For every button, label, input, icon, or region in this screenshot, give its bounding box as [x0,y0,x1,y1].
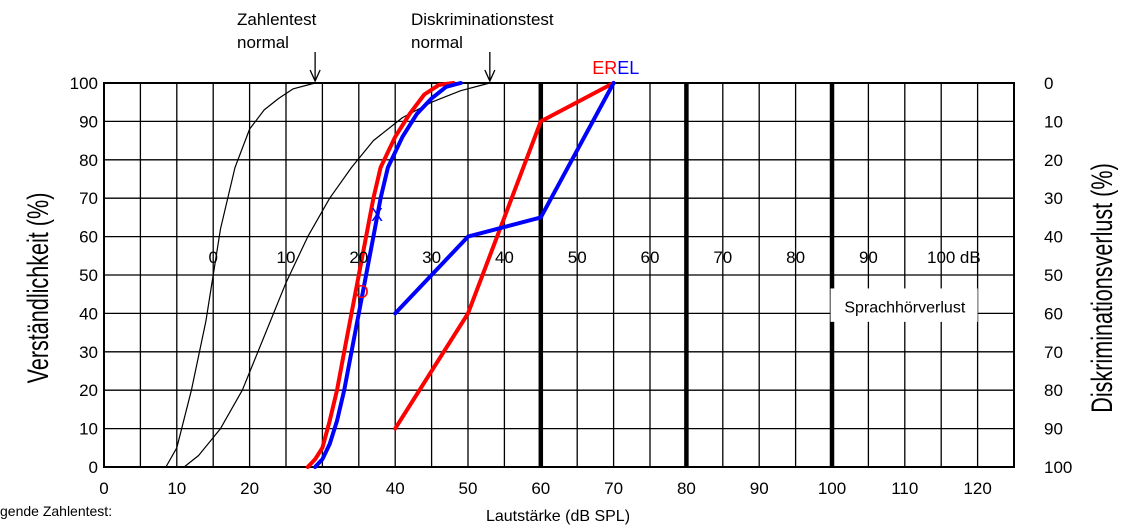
y-tick-label-left: 70 [79,189,98,208]
y-tick-label-right: 30 [1044,189,1063,208]
legend-caption: gende Zahlentest: [0,503,112,519]
hearing-loss-unit: dB [960,248,981,267]
series-line-left_words [313,81,463,469]
y-tick-label-left: 0 [89,458,98,477]
y-tick-label-right: 60 [1044,304,1063,323]
chart-series-group [165,81,616,469]
x-tick-label: 110 [891,479,918,498]
y-tick-label-left: 50 [79,266,98,285]
x-tick-label: 30 [313,479,332,498]
y-tick-label-right: 10 [1044,112,1063,131]
chart-annotations: Zahlentest normal Diskriminationstest norma… [237,10,639,302]
y-tick-label-right: 20 [1044,151,1063,170]
hearing-loss-tick-label: 100 [927,248,955,267]
y-tick-label-left: 60 [79,228,98,247]
marker-x: X [371,205,383,225]
y-tick-label-left: 30 [79,343,98,362]
plot-frame [103,82,1015,468]
x-tick-label: 100 [818,479,846,498]
label-er: ER [592,58,617,78]
hearing-loss-tick-label: 20 [349,248,368,267]
x-tick-label: 10 [167,479,186,498]
y-tick-label-right: 90 [1044,420,1063,439]
chart-grid [103,82,1015,468]
x-tick-label: 120 [963,479,991,498]
x-tick-label: 90 [750,479,769,498]
hearing-loss-tick-label: 60 [641,248,660,267]
x-axis-label: Lautstärke (dB SPL) [486,508,630,525]
series-line-right_words [305,81,456,469]
y-tick-label-left: 10 [79,420,98,439]
hearing-loss-label: Sprachhörverlust [844,299,966,316]
series-line-ref_numbers [165,82,316,468]
hearing-loss-tick-label: 80 [786,248,805,267]
x-tick-label: 80 [677,479,696,498]
chart-ticks-group: 0102030405060708090100100908070605040302… [70,74,1073,498]
y-axis-label-right: Diskriminationsverlust (%) [1084,163,1118,413]
y-tick-label-right: 0 [1044,74,1053,93]
y-tick-label-left: 80 [79,151,98,170]
label-el: EL [617,58,639,78]
annotation-diskrimination-normal: normal [411,33,463,52]
x-tick-label: 0 [99,479,108,498]
y-tick-label-right: 100 [1044,458,1072,477]
series-line-left_discrimination [393,81,616,316]
hearing-loss-tick-label: 50 [568,248,587,267]
annotation-zahlentest-normal: normal [237,33,289,52]
marker-o: O [355,282,369,302]
y-tick-label-right: 40 [1044,228,1063,247]
y-tick-label-right: 80 [1044,381,1063,400]
x-tick-label: 70 [604,479,623,498]
series-line-right_discrimination [393,81,616,431]
annotation-diskrimination: Diskriminationstest [411,10,554,29]
hearing-loss-tick-label: 30 [422,248,441,267]
hearing-loss-tick-label: 70 [713,248,732,267]
y-axis-label-left: Verständlichkeit (%) [20,193,54,384]
diskrimination-arrow-head [484,69,496,83]
y-tick-label-left: 20 [79,381,98,400]
y-tick-label-right: 70 [1044,343,1063,362]
zahlentest-arrow-head [309,69,321,83]
y-tick-label-left: 100 [70,74,98,93]
hearing-loss-tick-label: 40 [495,248,514,267]
x-tick-label: 20 [240,479,259,498]
y-tick-label-right: 50 [1044,266,1063,285]
hearing-loss-tick-label: 0 [208,248,217,267]
y-tick-label-left: 40 [79,304,98,323]
hearing-loss-label-bg [830,288,978,322]
hearing-loss-tick-label: 90 [859,248,878,267]
hearing-loss-tick-label: 10 [277,248,296,267]
x-tick-label: 50 [459,479,478,498]
x-tick-label: 60 [531,479,550,498]
annotation-zahlentest: Zahlentest [237,10,317,29]
y-tick-label-left: 90 [79,112,98,131]
x-tick-label: 40 [386,479,405,498]
